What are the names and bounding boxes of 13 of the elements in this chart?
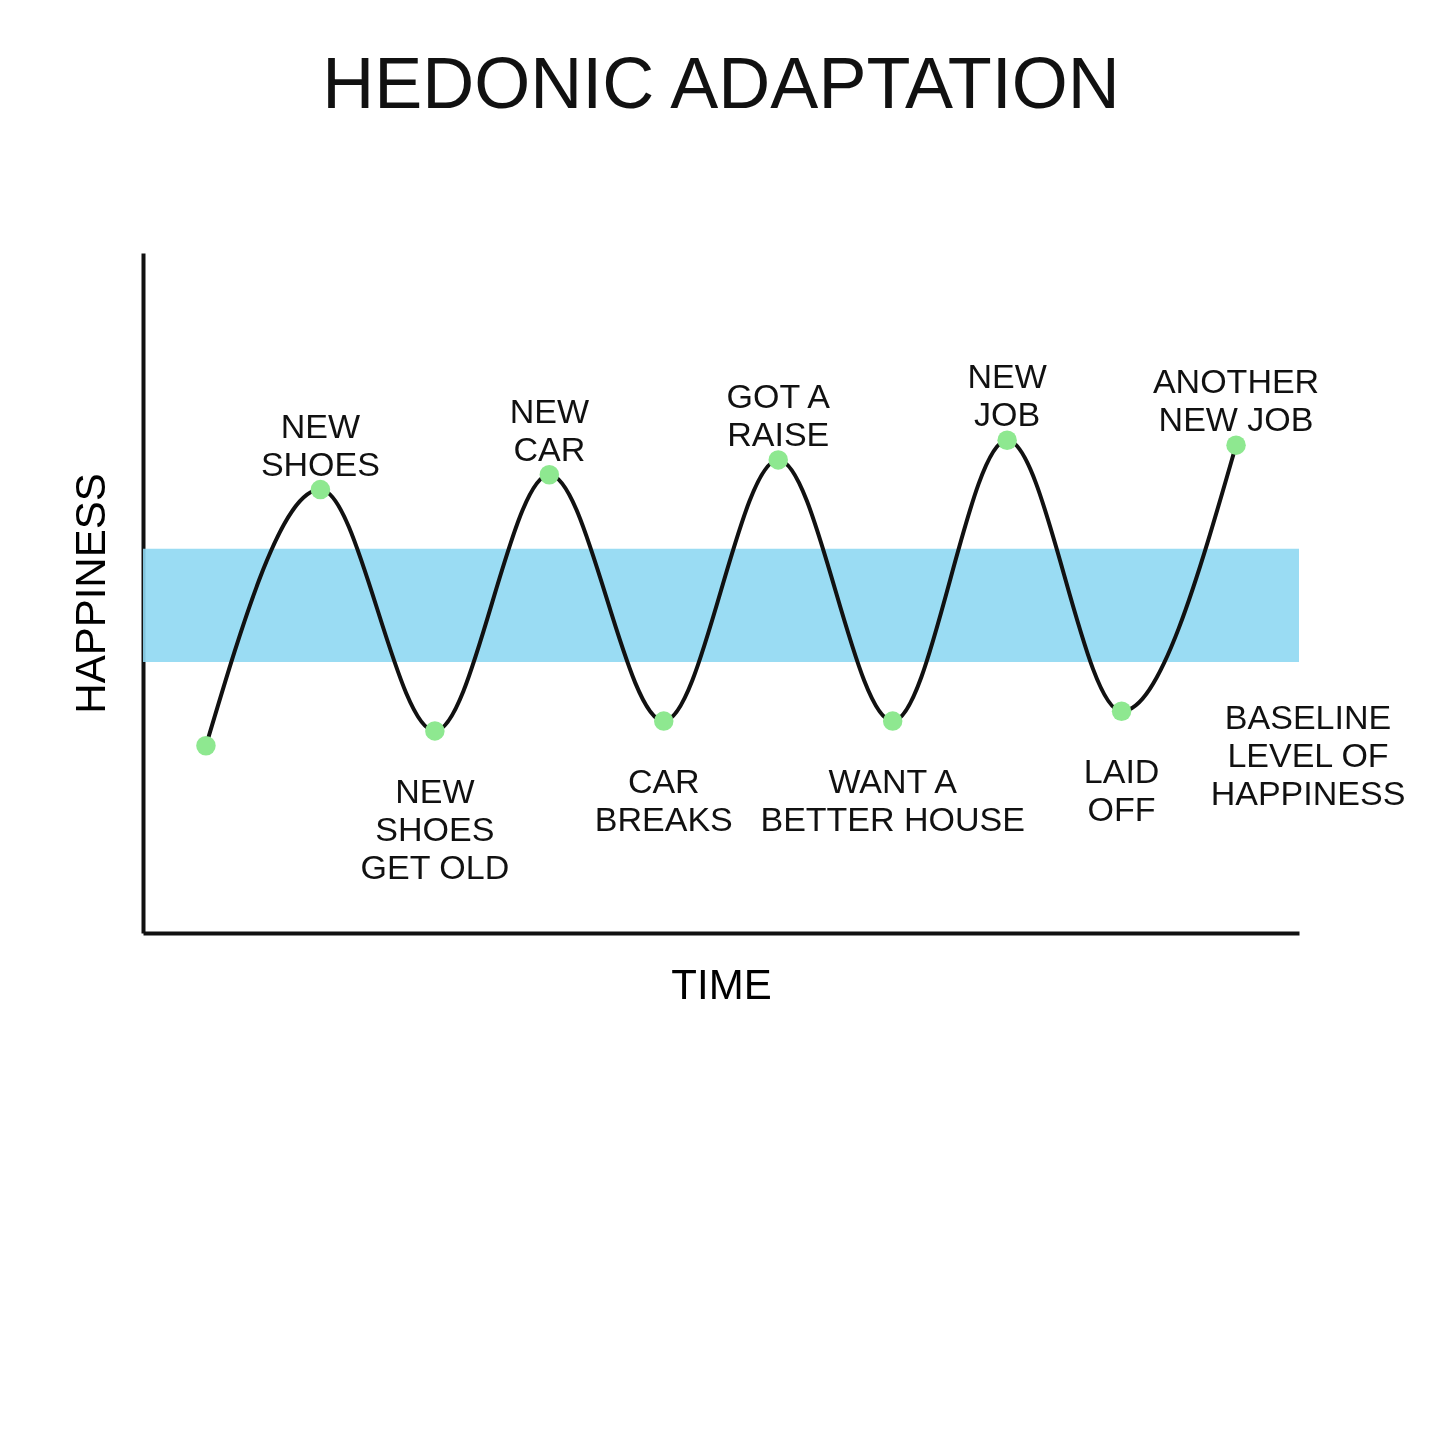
annotation: NEW SHOES GET OLD — [360, 771, 510, 886]
chart-title: HEDONIC ADAPTATION — [322, 43, 1120, 123]
annotation: NEW CAR — [509, 391, 589, 468]
annotation: NEW SHOES — [260, 406, 380, 483]
annotation: WANT A BETTER HOUSE — [760, 762, 1025, 839]
y-axis-title: HAPPINESS — [66, 473, 114, 714]
annotation: CAR BREAKS — [594, 762, 733, 839]
annotation: LAID OFF — [1083, 752, 1160, 829]
band-label: BASELINE LEVEL OF HAPPINESS — [1210, 697, 1406, 812]
x-axis-title: TIME — [671, 960, 772, 1008]
text: ANOTHER NEW JOB — [1152, 362, 1320, 439]
text: NEW JOB — [967, 357, 1047, 434]
annotation: GOT A RAISE — [726, 376, 831, 453]
